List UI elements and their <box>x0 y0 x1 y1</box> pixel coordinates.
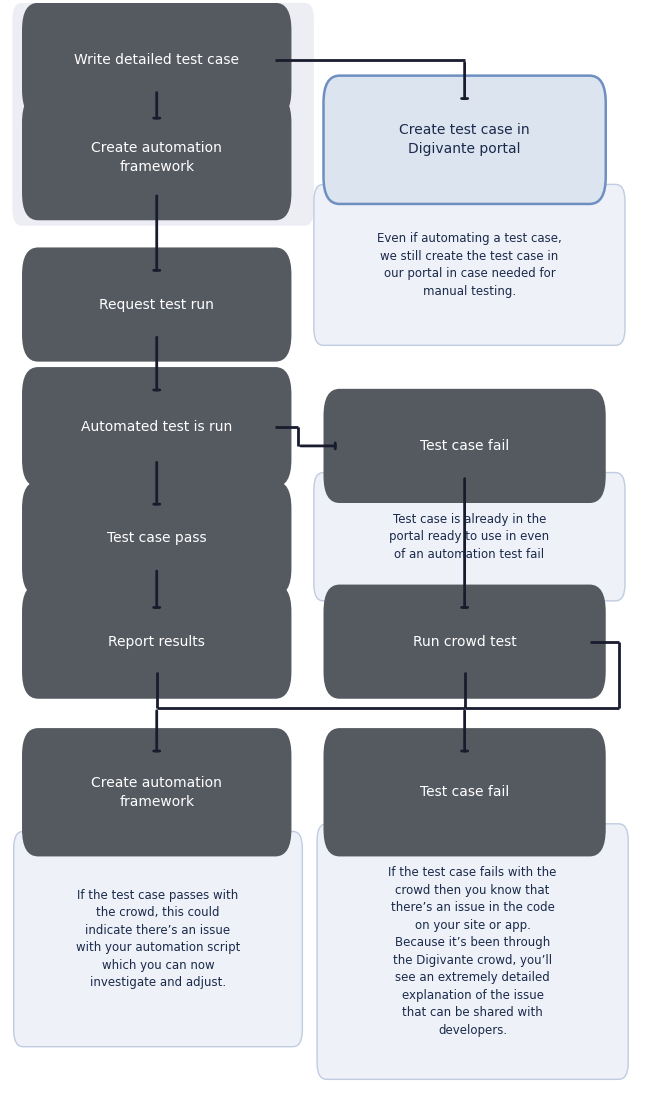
Text: Test case fail: Test case fail <box>420 785 509 799</box>
Text: Automated test is run: Automated test is run <box>81 420 232 434</box>
FancyBboxPatch shape <box>22 585 291 698</box>
Text: Create automation
framework: Create automation framework <box>91 776 222 809</box>
Text: Test case fail: Test case fail <box>420 439 509 453</box>
Text: Create automation
framework: Create automation framework <box>91 141 222 174</box>
Text: Test case pass: Test case pass <box>107 531 206 545</box>
Text: Test case is already in the
portal ready to use in even
of an automation test fa: Test case is already in the portal ready… <box>389 513 549 561</box>
FancyBboxPatch shape <box>324 75 606 204</box>
FancyBboxPatch shape <box>12 3 314 225</box>
Text: Request test run: Request test run <box>99 297 214 312</box>
Text: Write detailed test case: Write detailed test case <box>74 52 239 67</box>
FancyBboxPatch shape <box>14 832 302 1047</box>
FancyBboxPatch shape <box>22 481 291 596</box>
Text: If the test case fails with the
crowd then you know that
there’s an issue in the: If the test case fails with the crowd th… <box>388 867 557 1037</box>
Text: Run crowd test: Run crowd test <box>413 635 516 648</box>
FancyBboxPatch shape <box>22 367 291 486</box>
FancyBboxPatch shape <box>324 389 606 503</box>
Text: Report results: Report results <box>108 635 205 648</box>
Text: Create test case in
Digivante portal: Create test case in Digivante portal <box>399 124 530 156</box>
Text: Even if automating a test case,
we still create the test case in
our portal in c: Even if automating a test case, we still… <box>377 232 562 297</box>
FancyBboxPatch shape <box>22 95 291 221</box>
FancyBboxPatch shape <box>324 728 606 857</box>
Text: If the test case passes with
the crowd, this could
indicate there’s an issue
wit: If the test case passes with the crowd, … <box>76 889 240 989</box>
FancyBboxPatch shape <box>22 728 291 857</box>
FancyBboxPatch shape <box>22 247 291 362</box>
FancyBboxPatch shape <box>314 185 625 345</box>
FancyBboxPatch shape <box>317 824 628 1080</box>
FancyBboxPatch shape <box>22 3 291 117</box>
FancyBboxPatch shape <box>324 585 606 698</box>
FancyBboxPatch shape <box>314 472 625 601</box>
